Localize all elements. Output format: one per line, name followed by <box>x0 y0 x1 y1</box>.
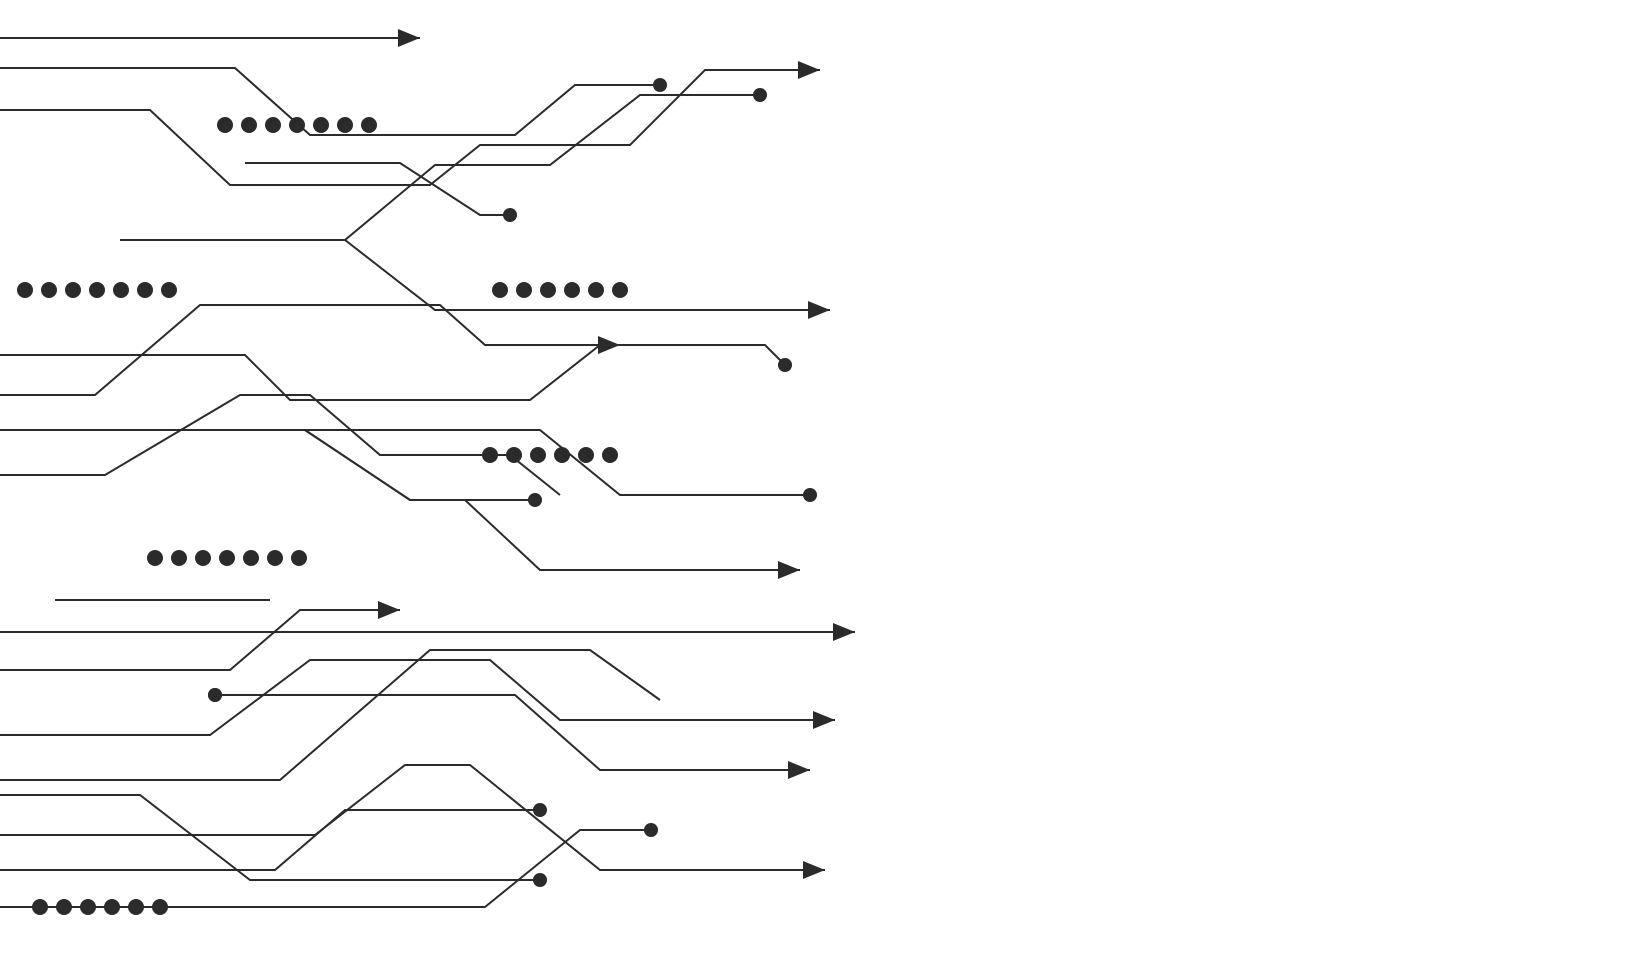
decor-dot <box>241 117 257 133</box>
decor-dot <box>337 117 353 133</box>
decor-dot <box>530 447 546 463</box>
decor-dot <box>152 899 168 915</box>
trace <box>0 430 535 500</box>
circuit-diagram <box>0 0 1633 980</box>
decor-dot <box>564 282 580 298</box>
trace <box>0 345 620 400</box>
node-dot <box>778 358 792 372</box>
decor-dot <box>137 282 153 298</box>
decor-dot <box>265 117 281 133</box>
node-dot <box>208 688 222 702</box>
trace <box>0 68 660 135</box>
trace <box>120 95 760 240</box>
decor-dot <box>219 550 235 566</box>
node-dot <box>644 823 658 837</box>
decor-dot <box>104 899 120 915</box>
decor-dot <box>32 899 48 915</box>
decor-dot <box>80 899 96 915</box>
arrowhead-icon <box>778 561 800 579</box>
node-dot <box>803 488 817 502</box>
node-dot <box>653 78 667 92</box>
decor-dot <box>195 550 211 566</box>
node-dot <box>533 873 547 887</box>
decor-dot <box>17 282 33 298</box>
trace <box>245 163 510 215</box>
trace <box>0 660 835 735</box>
trace <box>0 810 540 870</box>
trace <box>0 395 560 495</box>
decor-dot <box>482 447 498 463</box>
decor-dot <box>41 282 57 298</box>
node-dot <box>753 88 767 102</box>
trace <box>0 830 651 907</box>
decor-dot <box>56 899 72 915</box>
decor-dot <box>267 550 283 566</box>
decor-dot <box>313 117 329 133</box>
decor-dot <box>516 282 532 298</box>
decor-dot <box>243 550 259 566</box>
arrowhead-icon <box>808 301 830 319</box>
decor-dot <box>113 282 129 298</box>
decor-dot <box>612 282 628 298</box>
decor-dot <box>291 550 307 566</box>
trace <box>0 70 820 185</box>
arrowhead-icon <box>378 601 400 619</box>
decor-dot <box>171 550 187 566</box>
decor-dot <box>540 282 556 298</box>
decor-dot <box>147 550 163 566</box>
trace <box>260 430 810 495</box>
trace <box>0 430 800 570</box>
decor-dot <box>65 282 81 298</box>
decor-dot <box>578 447 594 463</box>
decor-dot <box>506 447 522 463</box>
trace <box>0 795 540 880</box>
decor-dot <box>161 282 177 298</box>
decor-dot <box>128 899 144 915</box>
decor-dot <box>588 282 604 298</box>
arrowhead-icon <box>813 711 835 729</box>
decor-dot <box>361 117 377 133</box>
trace <box>0 305 785 395</box>
decor-dot <box>89 282 105 298</box>
decor-dot <box>492 282 508 298</box>
decor-dot <box>602 447 618 463</box>
decor-dot <box>289 117 305 133</box>
node-dot <box>528 493 542 507</box>
trace <box>120 240 830 310</box>
arrowhead-icon <box>833 623 855 641</box>
node-dot <box>533 803 547 817</box>
decor-dot <box>217 117 233 133</box>
node-dot <box>503 208 517 222</box>
arrowhead-icon <box>798 61 820 79</box>
decor-dot <box>554 447 570 463</box>
arrowhead-icon <box>398 29 420 47</box>
arrowhead-icon <box>803 861 825 879</box>
arrowhead-icon <box>788 761 810 779</box>
